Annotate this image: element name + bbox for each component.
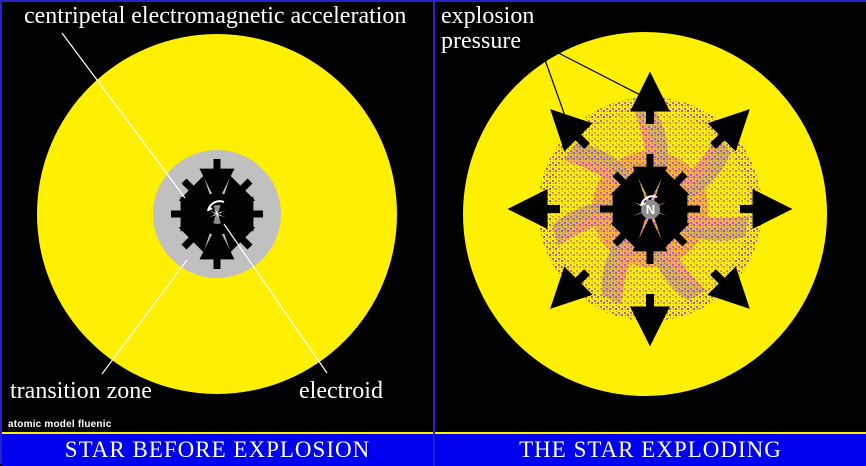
watermark-left: atomic model fluenic	[8, 419, 112, 430]
caption-bar-right: THE STAR EXPLODING	[435, 434, 866, 466]
right-spin-overlay	[640, 195, 658, 207]
leader-transition-zone	[101, 259, 188, 375]
label-explosion-pressure: explosion pressure	[441, 3, 535, 55]
explosion-pressure-arrow-group	[507, 71, 793, 347]
panel-the-star-exploding: N explosion pressure THE STAR EXPLODING	[435, 2, 866, 466]
label-transition-zone: transition zone	[10, 378, 152, 404]
caption-bar-left: STAR BEFORE EXPLOSION	[2, 434, 433, 466]
centripetal-arrow-group	[171, 159, 263, 269]
label-electroid: electroid	[299, 378, 383, 404]
spin-arrowhead-left	[208, 206, 213, 211]
caption-rule-left	[2, 432, 433, 434]
leader-centripetal	[61, 32, 186, 199]
label-centripetal-acceleration: centripetal electromagnetic acceleration	[24, 3, 407, 29]
left-artwork: N	[2, 2, 433, 423]
right-artwork: N explosion pressure	[435, 2, 866, 423]
centripetal-arrow-group-right	[600, 154, 700, 264]
caption-text-left: STAR BEFORE EXPLOSION	[64, 437, 371, 462]
left-overlay	[61, 32, 328, 375]
caption-text-right: THE STAR EXPLODING	[519, 437, 782, 462]
leader-explosion-pressure-b	[538, 42, 571, 131]
leader-electroid	[223, 223, 328, 374]
leader-explosion-pressure-a	[538, 42, 651, 101]
caption-rule-right	[435, 432, 866, 434]
panel-divider	[433, 2, 435, 466]
panel-star-before-explosion: N	[2, 2, 433, 466]
